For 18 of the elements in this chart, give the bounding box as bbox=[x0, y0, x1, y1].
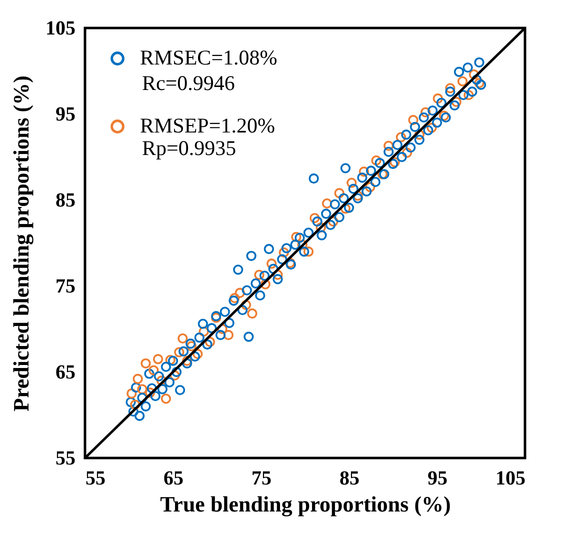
y-tick-label: 105 bbox=[46, 18, 76, 40]
x-tick-label: 55 bbox=[86, 468, 106, 490]
annotation: Rp=0.9935 bbox=[142, 136, 236, 160]
x-tick-label: 95 bbox=[428, 468, 448, 490]
y-tick-label: 85 bbox=[56, 190, 76, 212]
annotation: Rc=0.9946 bbox=[142, 71, 235, 95]
y-tick-label: 55 bbox=[56, 448, 76, 470]
x-tick-label: 75 bbox=[252, 468, 272, 490]
y-tick-label: 95 bbox=[56, 104, 76, 126]
legend-label: RMSEP=1.20% bbox=[140, 114, 275, 138]
y-tick-label: 75 bbox=[56, 276, 76, 298]
y-tick-label: 65 bbox=[56, 362, 76, 384]
y-axis-title: Predicted blending proportions (%) bbox=[8, 76, 34, 412]
x-tick-label: 65 bbox=[164, 468, 184, 490]
x-tick-label: 85 bbox=[340, 468, 360, 490]
x-tick-label: 105 bbox=[496, 468, 526, 490]
legend-label: RMSEC=1.08% bbox=[140, 46, 278, 70]
x-axis-title: True blending proportions (%) bbox=[160, 492, 451, 516]
